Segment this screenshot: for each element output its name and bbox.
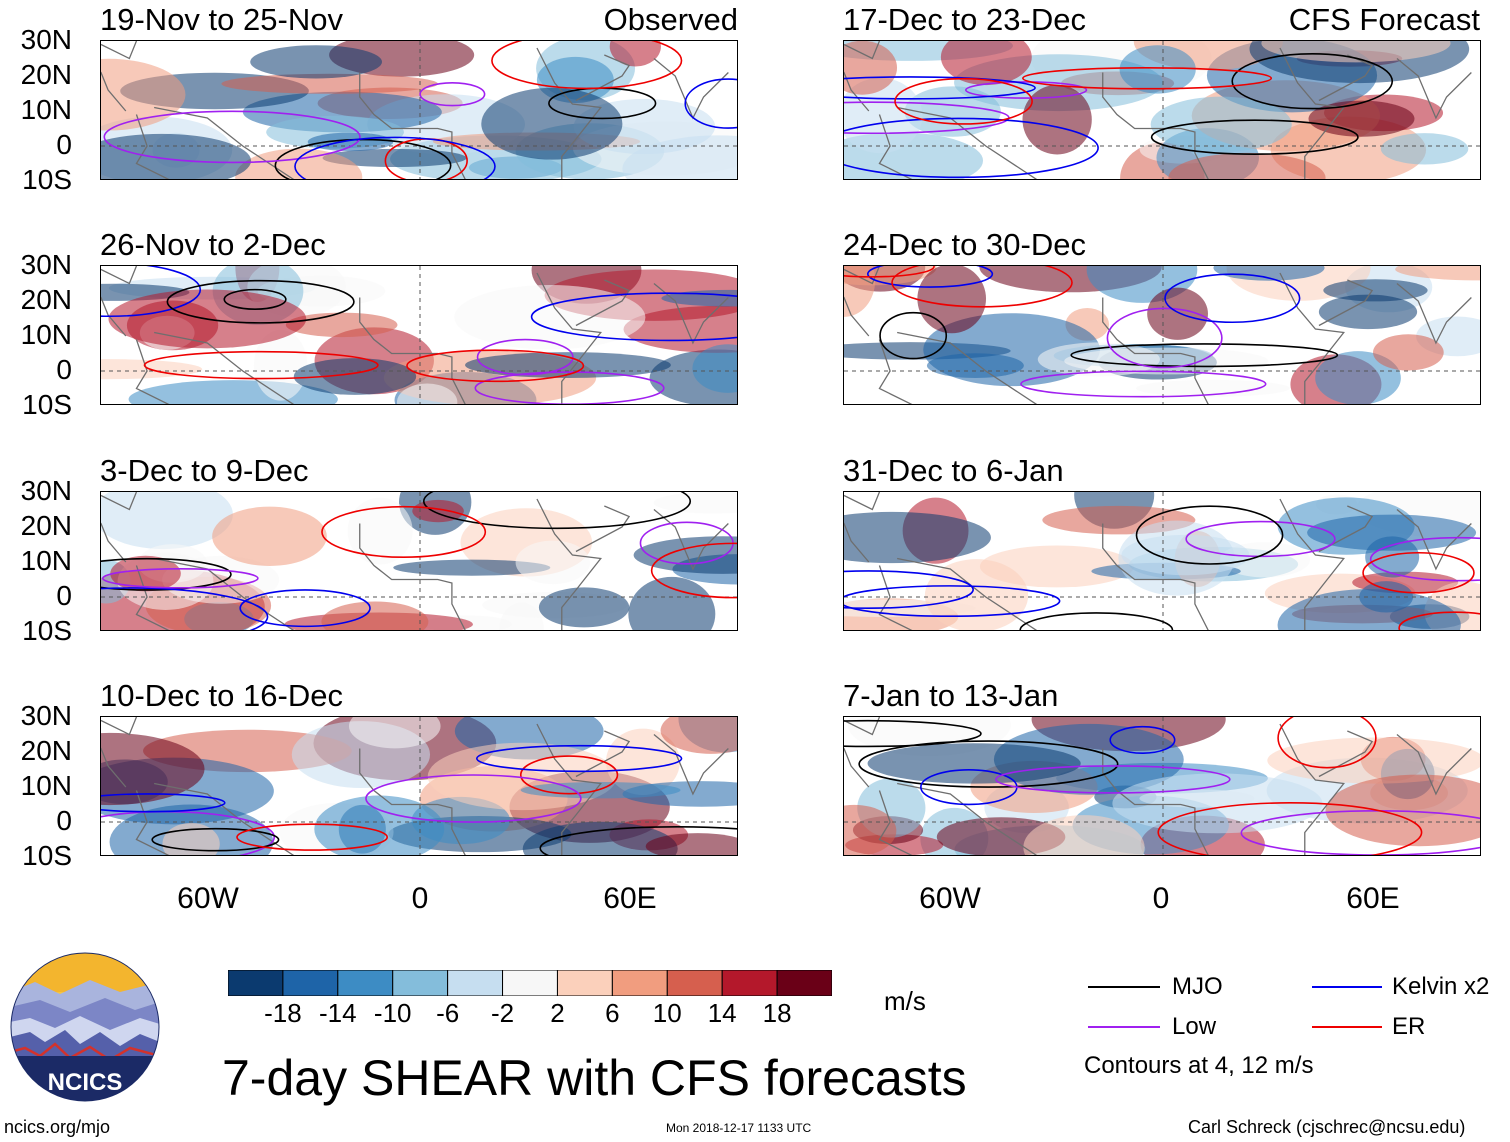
ncics-logo: NCICS <box>10 952 160 1102</box>
map-panel-8 <box>843 716 1481 856</box>
lat-label: 10S <box>22 840 72 871</box>
colorbar-tick-label: 6 <box>605 998 620 1028</box>
panel-title-4: 10-Dec to 16-Dec <box>100 678 343 713</box>
panel-title-5: 17-Dec to 23-Dec <box>843 2 1086 37</box>
panel-title-8: 7-Jan to 13-Jan <box>843 678 1059 713</box>
colorbar-tick-label: -2 <box>490 998 515 1028</box>
footer-timestamp: Mon 2018-12-17 1133 UTC <box>666 1121 812 1135</box>
colorbar-tick-label: 14 <box>707 998 737 1028</box>
lon-label-60w-right: 60W <box>919 882 981 915</box>
lat-label: 10N <box>20 770 72 801</box>
legend-note: Contours at 4, 12 m/s <box>1084 1052 1314 1079</box>
colorbar-unit: m/s <box>884 986 926 1016</box>
observed-label: Observed <box>603 2 738 37</box>
figure-title: 7-day SHEAR with CFS forecasts <box>222 1050 967 1106</box>
colorbar-tick-label: 2 <box>550 998 565 1028</box>
colorbar-segment <box>282 969 339 997</box>
colorbar-tick-label: -6 <box>436 998 460 1028</box>
lat-label: 30N <box>20 475 72 506</box>
legend-low-label: Low <box>1172 1013 1217 1040</box>
panel-title-6: 24-Dec to 30-Dec <box>843 227 1086 262</box>
colorbar <box>227 969 833 997</box>
lon-label-0-right: 0 <box>1152 882 1170 915</box>
lat-label: 10S <box>22 615 72 646</box>
lat-label: 10S <box>22 164 72 195</box>
colorbar-tick-label: 10 <box>652 998 682 1028</box>
map-panel-4 <box>100 716 738 856</box>
lon-label-60w-left: 60W <box>177 882 239 915</box>
footer-url: ncics.org/mjo <box>4 1117 111 1137</box>
map-panel-5 <box>843 40 1481 180</box>
lat-label: 0 <box>56 805 72 836</box>
forecast-label: CFS Forecast <box>1288 2 1480 37</box>
colorbar-segment <box>556 969 613 997</box>
colorbar-segment <box>776 969 833 997</box>
colorbar-segment <box>666 969 723 997</box>
legend-er-label: ER <box>1392 1013 1426 1040</box>
legend: MJO Kelvin x2 Low ER Contours at 4, 12 m… <box>1080 970 1510 1090</box>
lat-label: 20N <box>20 59 72 90</box>
lat-label: 30N <box>20 700 72 731</box>
lon-label-0-left: 0 <box>411 882 429 915</box>
map-panel-6 <box>843 265 1481 405</box>
map-panel-2 <box>100 265 738 405</box>
lat-label: 20N <box>20 735 72 766</box>
colorbar-segment <box>227 969 284 997</box>
lon-label-60e-left: 60E <box>603 882 657 915</box>
map-panel-1 <box>100 40 738 180</box>
colorbar-segment <box>337 969 394 997</box>
lat-label: 30N <box>20 24 72 55</box>
colorbar-tick-label: -14 <box>319 998 357 1028</box>
panel-title-3: 3-Dec to 9-Dec <box>100 453 309 488</box>
footer-credit: Carl Schreck (cjschrec@ncsu.edu) <box>1188 1117 1466 1137</box>
lon-label-60e-right: 60E <box>1346 882 1400 915</box>
panel-title-2: 26-Nov to 2-Dec <box>100 227 326 262</box>
colorbar-tick-label: -18 <box>264 998 302 1028</box>
panel-title-1: 19-Nov to 25-Nov <box>100 2 343 37</box>
lat-label: 10N <box>20 94 72 125</box>
lat-label: 10N <box>20 319 72 350</box>
lat-label: 20N <box>20 284 72 315</box>
lat-label: 0 <box>56 580 72 611</box>
colorbar-segment <box>611 969 668 997</box>
map-panel-3 <box>100 491 738 631</box>
legend-mjo-label: MJO <box>1172 973 1223 1000</box>
lat-label: 10S <box>22 389 72 420</box>
colorbar-segment <box>392 969 449 997</box>
colorbar-segment <box>447 969 504 997</box>
legend-kelvin-label: Kelvin x2 <box>1392 973 1490 1000</box>
map-panel-7 <box>843 491 1481 631</box>
lat-label: 0 <box>56 129 72 160</box>
lat-label: 30N <box>20 249 72 280</box>
colorbar-tick-label: -10 <box>373 998 412 1028</box>
colorbar-tick-label: 18 <box>762 998 792 1028</box>
lat-label: 20N <box>20 510 72 541</box>
lat-label: 0 <box>56 354 72 385</box>
panel-title-7: 31-Dec to 6-Jan <box>843 453 1064 488</box>
logo-text: NCICS <box>48 1069 123 1096</box>
colorbar-segment <box>721 969 778 997</box>
colorbar-segment <box>502 969 558 997</box>
lat-label: 10N <box>20 545 72 576</box>
colorbar-svg <box>227 969 833 997</box>
